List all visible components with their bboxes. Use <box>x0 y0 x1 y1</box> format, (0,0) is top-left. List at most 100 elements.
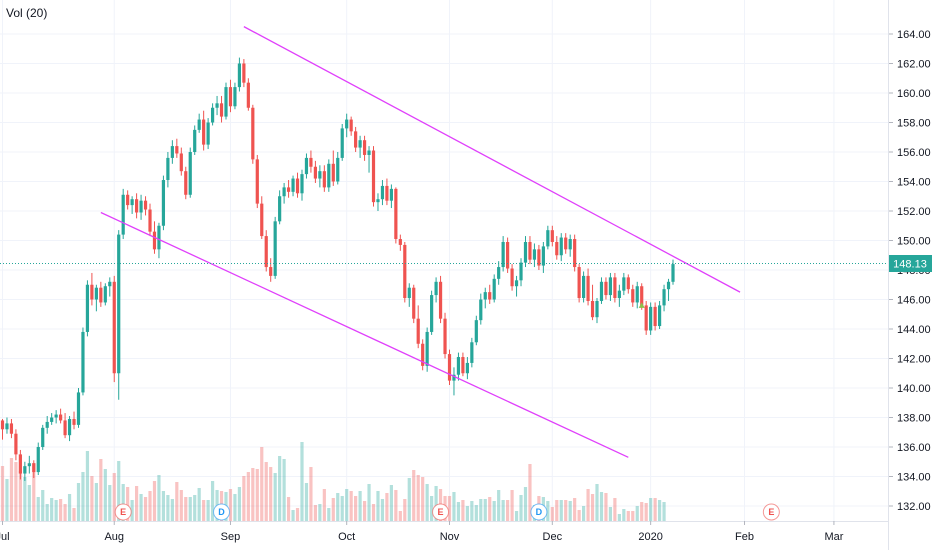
candle[interactable] <box>506 237 510 273</box>
candle[interactable] <box>541 241 545 273</box>
candle[interactable] <box>389 184 393 209</box>
candle[interactable] <box>514 275 519 297</box>
candle[interactable] <box>72 411 76 430</box>
candle[interactable] <box>421 339 425 371</box>
candle[interactable] <box>67 416 72 442</box>
candle[interactable] <box>112 275 116 383</box>
candle[interactable] <box>528 236 532 265</box>
candle[interactable] <box>117 230 121 400</box>
candle[interactable] <box>488 284 492 304</box>
candle[interactable] <box>81 327 85 396</box>
candle[interactable] <box>121 188 125 240</box>
candle[interactable] <box>336 152 340 185</box>
dividend-badge[interactable]: D <box>530 503 548 521</box>
candle[interactable] <box>666 278 671 301</box>
candle[interactable] <box>108 277 112 297</box>
earnings-badge[interactable]: E <box>762 503 780 521</box>
candle[interactable] <box>94 284 98 312</box>
candle[interactable] <box>304 153 309 179</box>
candle[interactable] <box>188 147 192 198</box>
trendline-upper[interactable] <box>243 26 741 293</box>
candle[interactable] <box>367 146 371 173</box>
candle[interactable] <box>434 277 438 303</box>
candle[interactable] <box>179 147 183 176</box>
candle[interactable] <box>492 274 496 303</box>
candle[interactable] <box>202 110 206 151</box>
candle[interactable] <box>264 230 268 272</box>
candle[interactable] <box>255 154 259 209</box>
candle[interactable] <box>148 203 152 237</box>
candle[interactable] <box>519 258 523 287</box>
candle[interactable] <box>649 302 653 335</box>
candle[interactable] <box>175 138 179 158</box>
candle[interactable] <box>362 135 367 161</box>
candle[interactable] <box>483 287 487 309</box>
candle[interactable] <box>76 388 81 428</box>
candle[interactable] <box>313 160 317 183</box>
candle[interactable] <box>559 233 563 262</box>
candle[interactable] <box>237 57 242 92</box>
candle[interactable] <box>286 180 291 198</box>
candle[interactable] <box>23 461 27 481</box>
candle[interactable] <box>27 455 31 474</box>
candle[interactable] <box>157 222 161 259</box>
candle[interactable] <box>90 272 94 306</box>
candle[interactable] <box>474 315 478 346</box>
earnings-badge[interactable]: E <box>432 503 450 521</box>
candle[interactable] <box>166 152 170 188</box>
candle[interactable] <box>219 95 224 123</box>
candle[interactable] <box>447 349 452 386</box>
candle[interactable] <box>595 298 599 324</box>
candle[interactable] <box>635 281 639 309</box>
candle[interactable] <box>461 352 465 377</box>
candle[interactable] <box>126 190 130 210</box>
candle[interactable] <box>550 225 554 247</box>
candle[interactable] <box>510 264 514 291</box>
candle[interactable] <box>407 283 411 307</box>
candle[interactable] <box>36 442 40 476</box>
candle[interactable] <box>555 236 559 260</box>
candle[interactable] <box>537 244 541 270</box>
candle[interactable] <box>41 424 45 450</box>
candle[interactable] <box>586 268 590 306</box>
candle[interactable] <box>626 274 630 294</box>
candle[interactable] <box>631 284 635 307</box>
candle[interactable] <box>193 125 197 155</box>
candle[interactable] <box>604 277 608 300</box>
candle[interactable] <box>32 460 36 478</box>
candle[interactable] <box>358 135 362 158</box>
candle[interactable] <box>380 180 385 206</box>
candle[interactable] <box>523 236 528 268</box>
volume-indicator-label[interactable]: Vol (20) <box>6 6 47 20</box>
candle[interactable] <box>568 234 572 257</box>
candle[interactable] <box>242 59 246 88</box>
time-axis[interactable]: Jul Aug Sep Oct Nov Dec 2020 Feb Mar <box>0 521 844 543</box>
candle[interactable] <box>269 258 273 282</box>
candle[interactable] <box>50 413 54 425</box>
candle[interactable] <box>278 190 282 225</box>
candle[interactable] <box>479 293 483 325</box>
candle[interactable] <box>318 165 322 188</box>
candle[interactable] <box>546 225 550 250</box>
candle[interactable] <box>371 146 376 207</box>
candle[interactable] <box>99 281 103 307</box>
candle[interactable] <box>0 418 5 440</box>
candle[interactable] <box>85 280 90 337</box>
candle[interactable] <box>184 166 188 200</box>
candle[interactable] <box>501 236 505 272</box>
candle[interactable] <box>18 449 22 480</box>
candle[interactable] <box>497 261 501 285</box>
candle[interactable] <box>170 140 174 164</box>
candle[interactable] <box>5 417 9 434</box>
candle[interactable] <box>398 234 402 251</box>
candle[interactable] <box>59 408 63 424</box>
candle[interactable] <box>599 277 604 304</box>
candle[interactable] <box>233 82 237 110</box>
candle[interactable] <box>577 264 581 303</box>
candle[interactable] <box>215 95 219 116</box>
candle[interactable] <box>197 113 201 133</box>
candle[interactable] <box>452 367 456 396</box>
candle[interactable] <box>644 300 648 335</box>
